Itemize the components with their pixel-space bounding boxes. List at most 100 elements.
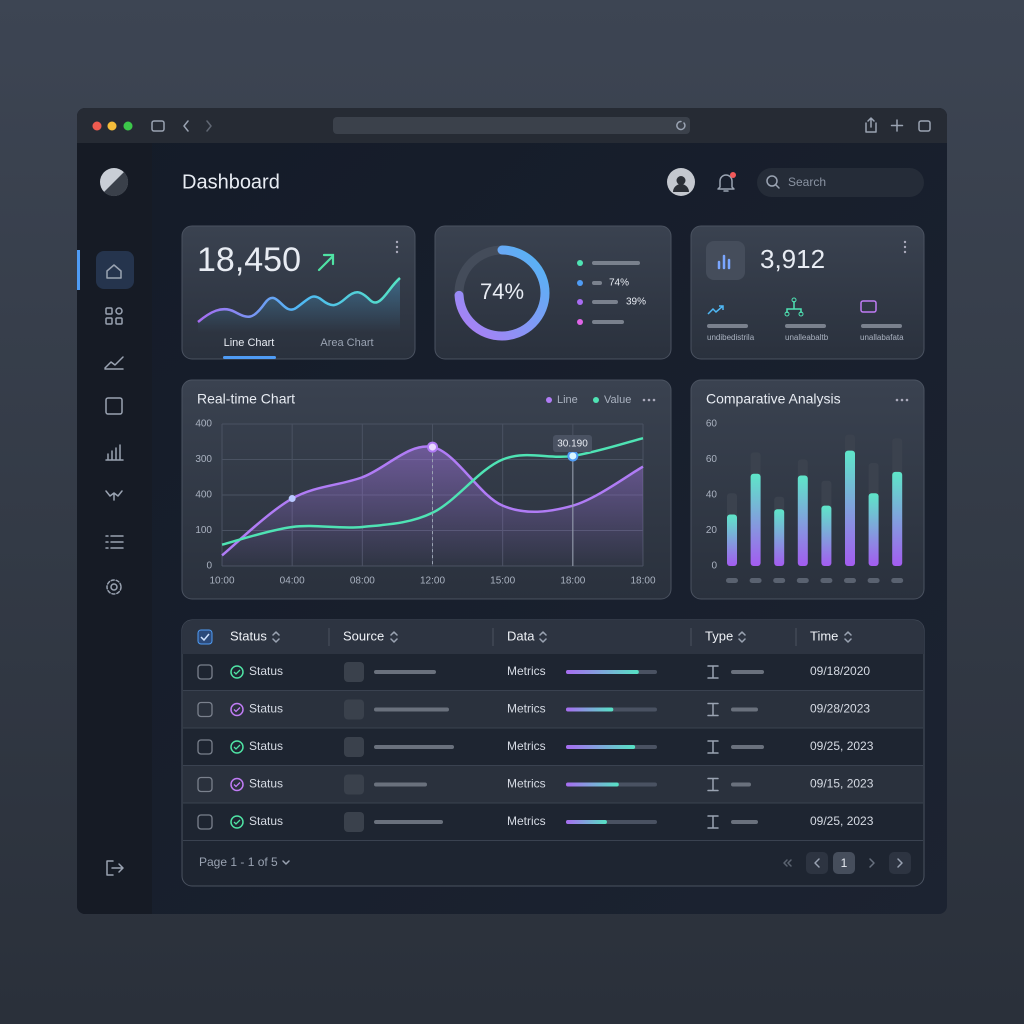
sparkline bbox=[197, 277, 401, 323]
first-page[interactable] bbox=[783, 859, 792, 867]
nav-settings-ring bbox=[106, 579, 122, 595]
row-checkbox[interactable] bbox=[197, 814, 213, 830]
tab-area-chart[interactable]: Area Chart bbox=[320, 337, 373, 349]
share[interactable] bbox=[865, 117, 877, 133]
legend-label: 74% bbox=[609, 278, 629, 289]
nav-chart[interactable] bbox=[105, 397, 123, 415]
status-check bbox=[233, 669, 241, 675]
notifications[interactable] bbox=[717, 174, 735, 192]
type-icon bbox=[707, 815, 719, 829]
bar-tab bbox=[773, 578, 786, 583]
legend-dot bbox=[577, 280, 583, 286]
x-tick-label: 10:00 bbox=[209, 576, 234, 587]
sort-icon[interactable] bbox=[844, 631, 852, 643]
stat-icon-bars bbox=[717, 254, 731, 270]
bar-tab bbox=[844, 578, 856, 583]
prev-page[interactable] bbox=[806, 852, 828, 874]
minimize[interactable] bbox=[107, 121, 117, 131]
menu-dot[interactable] bbox=[395, 240, 399, 244]
y-tick-label: 0 bbox=[711, 561, 717, 572]
bar-tab bbox=[796, 578, 809, 583]
stat-icon-trend bbox=[707, 305, 724, 315]
y-tick-label: 400 bbox=[195, 490, 212, 501]
sparkline-area bbox=[198, 278, 400, 332]
tabs[interactable] bbox=[918, 120, 931, 132]
bar bbox=[750, 473, 761, 566]
sidebar-toggle[interactable] bbox=[151, 120, 165, 132]
stat-icon-node bbox=[784, 311, 790, 317]
zoom[interactable] bbox=[123, 121, 133, 131]
nav-settings[interactable] bbox=[110, 583, 118, 591]
current-page[interactable] bbox=[833, 852, 855, 874]
progress-card bbox=[434, 225, 672, 360]
column-header[interactable]: Time bbox=[810, 628, 838, 643]
placeholder-bar bbox=[592, 281, 602, 285]
sort-icon[interactable] bbox=[738, 631, 746, 643]
bar bbox=[868, 493, 879, 566]
row-checkbox[interactable] bbox=[197, 739, 213, 755]
nav-home[interactable] bbox=[96, 251, 134, 289]
menu-dot[interactable] bbox=[903, 240, 907, 244]
back[interactable] bbox=[183, 120, 189, 132]
search-placeholder[interactable]: Search bbox=[788, 175, 826, 189]
type-icon bbox=[707, 702, 719, 717]
sort-icon[interactable] bbox=[539, 631, 547, 643]
y-tick-label: 0 bbox=[206, 561, 212, 572]
realtime-plot: 0 100 400 300 400 10:00 04:00 08:00 12:00 15:00 18… bbox=[195, 419, 656, 587]
row-checkbox[interactable] bbox=[197, 776, 213, 793]
select-all[interactable] bbox=[197, 629, 213, 645]
page-dropdown[interactable] bbox=[282, 860, 290, 865]
row-checkbox[interactable] bbox=[197, 701, 213, 718]
time-label: 09/25, 2023 bbox=[810, 739, 874, 753]
sort-icon[interactable] bbox=[390, 631, 398, 643]
row-checkbox[interactable] bbox=[197, 664, 213, 680]
y-tick-label: 300 bbox=[195, 454, 212, 465]
column-header[interactable]: Source bbox=[343, 628, 384, 643]
tab-line-chart[interactable]: Line Chart bbox=[224, 337, 275, 349]
search-icon bbox=[766, 175, 778, 187]
sort-icon[interactable] bbox=[272, 631, 280, 643]
status-label: Status bbox=[249, 664, 283, 678]
status-label: Status bbox=[249, 702, 283, 716]
column-header[interactable]: Data bbox=[507, 628, 535, 643]
nav-trend[interactable] bbox=[104, 356, 124, 370]
new-tab[interactable] bbox=[890, 119, 904, 132]
url-bar[interactable] bbox=[333, 117, 690, 134]
column-header[interactable]: Type bbox=[705, 628, 733, 643]
status-icon bbox=[230, 777, 244, 792]
forward[interactable] bbox=[206, 120, 212, 132]
chart-menu[interactable] bbox=[642, 398, 656, 402]
placeholder-bar bbox=[731, 670, 764, 674]
data-label: Metrics bbox=[507, 664, 546, 678]
progress-bar bbox=[566, 670, 639, 674]
placeholder-bar bbox=[592, 300, 618, 304]
nav-grid[interactable] bbox=[105, 307, 113, 315]
search-box[interactable] bbox=[757, 168, 924, 197]
nav-list[interactable] bbox=[105, 535, 124, 549]
legend-label: Line bbox=[557, 394, 578, 406]
donut-arc bbox=[454, 245, 550, 341]
nav-network[interactable] bbox=[105, 490, 123, 501]
nav-grid-c[interactable] bbox=[105, 317, 113, 325]
nav-grid-d[interactable] bbox=[115, 317, 123, 325]
close[interactable] bbox=[92, 121, 102, 131]
tooltip-label: 30.190 bbox=[557, 439, 588, 450]
column-header[interactable]: Status bbox=[230, 628, 267, 643]
logout[interactable] bbox=[106, 860, 124, 876]
chart-menu[interactable] bbox=[895, 398, 909, 402]
nav-grid-b[interactable] bbox=[115, 307, 123, 315]
data-label: Metrics bbox=[507, 814, 546, 828]
reload[interactable] bbox=[676, 120, 686, 131]
next-page[interactable] bbox=[869, 858, 875, 868]
table-header bbox=[182, 620, 924, 654]
donut-label: 74% bbox=[480, 279, 524, 304]
nav-bars[interactable] bbox=[105, 444, 124, 461]
time-label: 09/25, 2023 bbox=[810, 814, 874, 828]
progress-bar bbox=[566, 820, 607, 824]
placeholder-bar bbox=[374, 670, 436, 674]
progress-bar bbox=[566, 782, 619, 787]
bar bbox=[774, 509, 785, 566]
last-page[interactable] bbox=[889, 852, 911, 874]
status-icon bbox=[230, 740, 244, 754]
active-indicator bbox=[77, 250, 80, 290]
